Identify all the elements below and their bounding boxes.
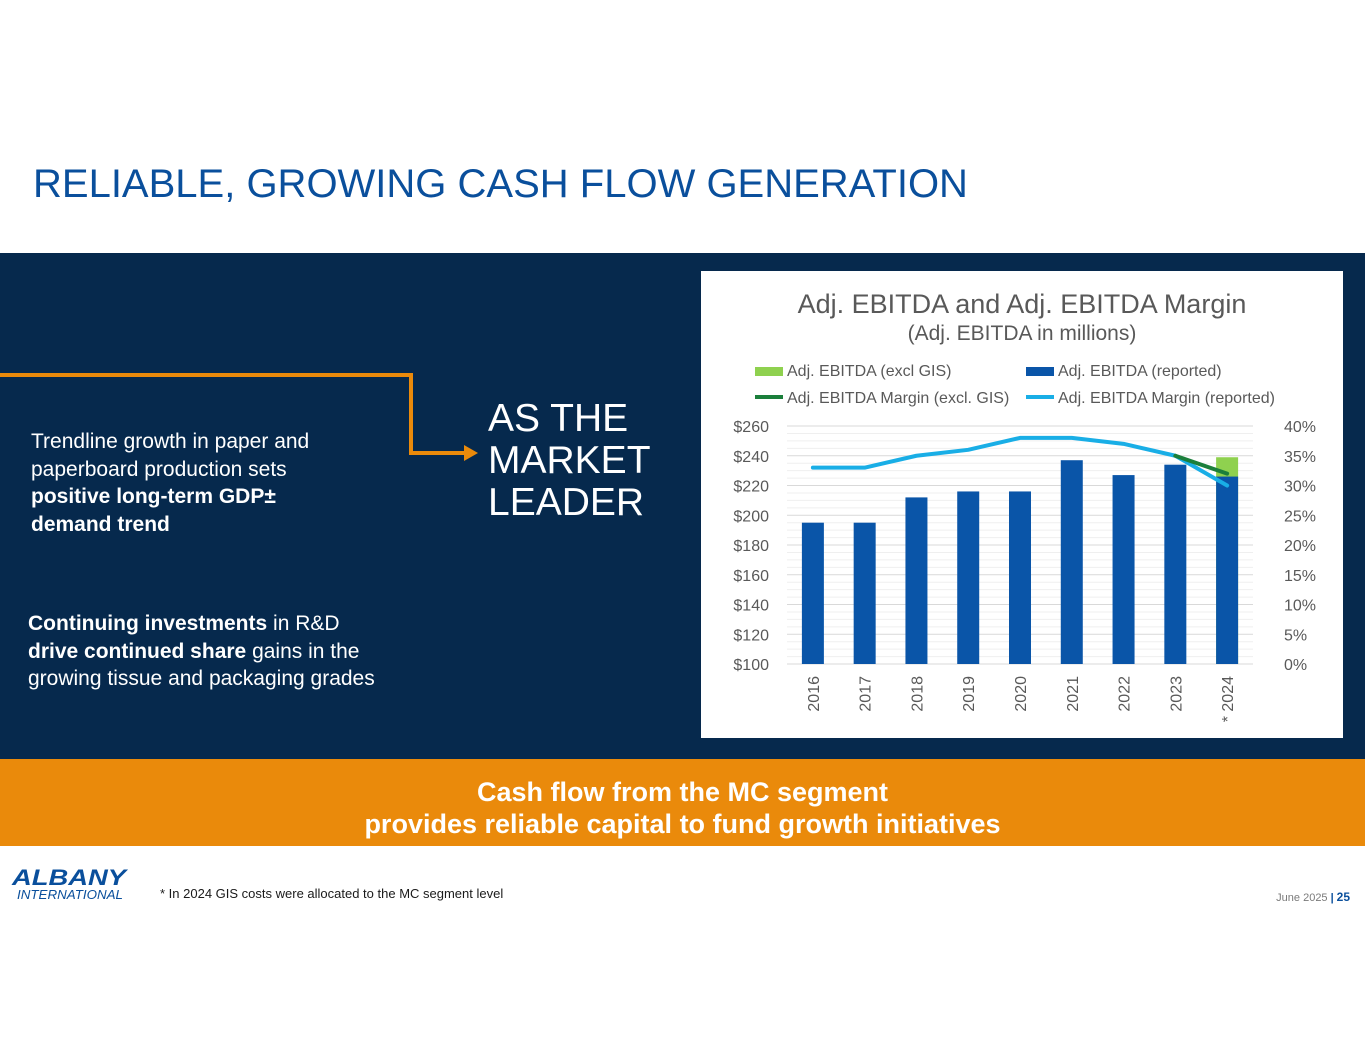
connector-arrow-icon (0, 373, 478, 461)
legend-label-excl-gis: Adj. EBITDA (excl GIS) (787, 363, 951, 380)
x-tick-label: 2017 (858, 676, 875, 712)
y-right-tick-label: 20% (1284, 538, 1316, 555)
legend-label-reported: Adj. EBITDA (reported) (1058, 363, 1222, 380)
investments-bold-2: drive continued share (28, 639, 247, 663)
cash-flow-banner: Cash flow from the MC segment provides r… (0, 759, 1365, 846)
y-right-tick-label: 30% (1284, 479, 1316, 496)
logo-international-text: INTERNATIONAL (17, 887, 123, 902)
investments-bold-1: Continuing investments (28, 612, 268, 635)
bar-reported (1009, 491, 1031, 664)
gdp-trend-bold: positive long-term GDP± demand trend (31, 485, 276, 536)
x-tick-label: 2021 (1065, 676, 1082, 712)
y-right-tick-label: 0% (1284, 657, 1307, 674)
chart-title: Adj. EBITDA and Adj. EBITDA Margin (798, 289, 1247, 319)
bar-reported (905, 497, 928, 664)
legend-label-margin-excl: Adj. EBITDA Margin (excl. GIS) (787, 390, 1009, 407)
y-right-tick-label: 10% (1284, 598, 1316, 615)
axes: $100 $120 $140 $160 $180 $200 $220 $240 $260 0% 5%… (733, 419, 1316, 722)
y-right-tick-label: 15% (1284, 568, 1316, 585)
y-left-tick-label: $260 (733, 419, 769, 436)
investments-text: Continuing investments in R&D drive cont… (28, 610, 378, 693)
logo-albany-text: ALBANY (11, 866, 129, 890)
y-left-tick-label: $160 (733, 568, 769, 585)
x-tick-label: 2023 (1168, 676, 1185, 712)
callout-line-1: AS THE (488, 397, 629, 440)
y-right-tick-label: 35% (1284, 449, 1316, 466)
y-right-tick-label: 25% (1284, 508, 1316, 525)
x-tick-label: 2020 (1013, 676, 1030, 712)
bar-reported (1060, 460, 1083, 664)
ebitda-chart-svg: Adj. EBITDA and Adj. EBITDA Margin (Adj.… (733, 289, 1316, 722)
page-number: 25 (1336, 890, 1350, 904)
footer-separator: | (1330, 892, 1334, 904)
y-left-tick-label: $200 (733, 508, 769, 525)
y-left-tick-label: $140 (733, 598, 769, 615)
line-margin-reported (810, 435, 1230, 488)
y-left-tick-label: $220 (733, 479, 769, 496)
y-right-tick-label: 40% (1284, 419, 1316, 436)
y-left-tick-label: $180 (733, 538, 769, 555)
margin-lines (810, 435, 1230, 488)
bar-reported (1112, 475, 1135, 664)
bar-reported (957, 491, 980, 664)
bar-reported (1164, 464, 1187, 664)
bars (801, 457, 1239, 664)
investments-normal-2: gains in the growing tissue and packagin… (28, 639, 375, 691)
footer-date: June 2025 (1276, 892, 1328, 904)
chart-subtitle: (Adj. EBITDA in millions) (908, 322, 1137, 345)
y-left-tick-label: $120 (733, 627, 769, 644)
x-tick-label: 2019 (961, 676, 978, 712)
gdp-trend-normal: Trendline growth in paper and paperboard… (31, 430, 310, 481)
y-right-tick-label: 5% (1284, 627, 1307, 644)
callout-line-2: MARKET (488, 439, 651, 482)
y-left-tick-label: $240 (733, 449, 769, 466)
ebitda-chart: Adj. EBITDA and Adj. EBITDA Margin (Adj.… (701, 271, 1343, 738)
page-title: RELIABLE, GROWING CASH FLOW GENERATION (33, 162, 968, 206)
legend-label-margin-reported: Adj. EBITDA Margin (reported) (1058, 390, 1275, 407)
banner-line-1: Cash flow from the MC segment (476, 777, 889, 807)
x-tick-label: 2016 (806, 676, 823, 712)
investments-normal-1: in R&D (267, 612, 340, 635)
legend-swatch-reported (1026, 367, 1054, 376)
bar-reported (853, 522, 876, 664)
banner-line-2: provides reliable capital to fund growth… (364, 809, 1001, 839)
x-tick-label: 2018 (909, 676, 926, 712)
y-left-tick-label: $100 (733, 657, 769, 674)
gdp-trend-text: Trendline growth in paper and paperboard… (31, 428, 361, 538)
bar-reported (801, 522, 824, 664)
footer-page-info: June 2025 | 25 (1276, 890, 1350, 904)
market-leader-callout: AS THE MARKET LEADER (488, 398, 678, 524)
line-margin-excl-gis (1173, 453, 1230, 476)
footnote: * In 2024 GIS costs were allocated to th… (160, 886, 504, 901)
x-tick-label: * 2024 (1220, 676, 1237, 722)
legend-swatch-excl-gis (755, 367, 783, 376)
callout-line-3: LEADER (488, 481, 645, 524)
x-tick-label: 2022 (1117, 676, 1134, 712)
bar-reported (1216, 476, 1239, 664)
albany-logo: ALBANY INTERNATIONAL (11, 866, 129, 902)
